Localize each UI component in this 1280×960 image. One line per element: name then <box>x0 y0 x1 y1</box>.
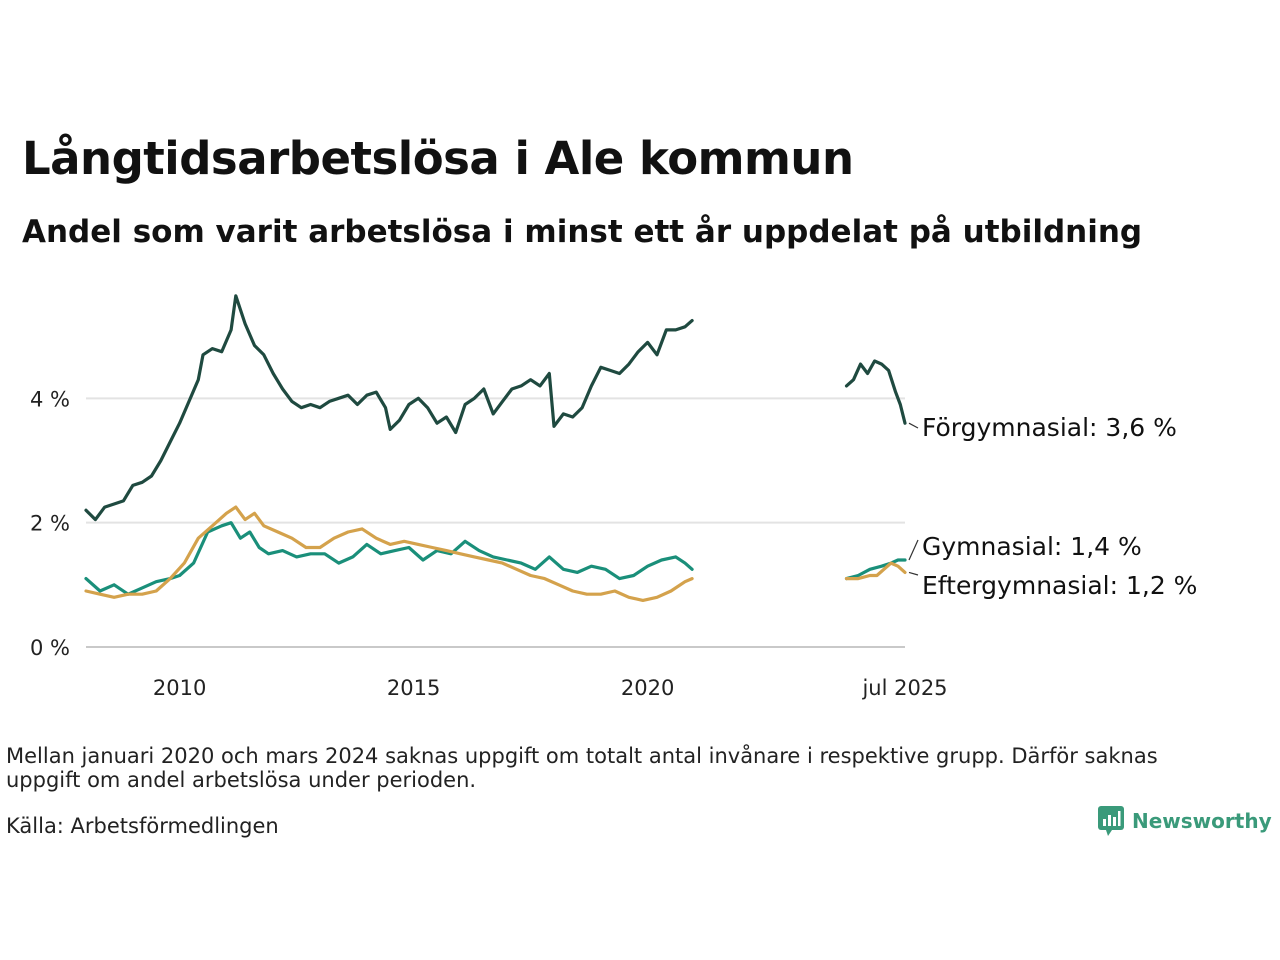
label-leader <box>908 539 919 561</box>
series-line-förgymnasial <box>844 359 907 425</box>
y-tick-label: 2 % <box>30 512 70 536</box>
y-tick-label: 4 % <box>30 387 70 411</box>
x-axis: 2010 2015 2020 jul 2025 <box>153 676 948 700</box>
x-tick-label: 2010 <box>153 676 206 700</box>
label-leader <box>908 571 919 576</box>
series-lines <box>84 294 907 602</box>
series-end-label: Eftergymnasial: 1,2 % <box>922 571 1197 600</box>
grid-lines <box>86 397 905 648</box>
label-leader <box>908 422 919 429</box>
x-tick-label: jul 2025 <box>861 676 947 700</box>
chart-title: Långtidsarbetslösa i Ale kommun <box>22 132 854 185</box>
line-chart: 0 % 2 % 4 % 2010 2015 2020 jul 2025 Förgymnas… <box>30 294 1197 700</box>
series-line-gymnasial <box>84 521 694 596</box>
series-end-label: Gymnasial: 1,4 % <box>922 532 1142 561</box>
newsworthy-logo-icon <box>1098 806 1124 836</box>
series-end-label: Förgymnasial: 3,6 % <box>922 413 1177 442</box>
chart-subtitle: Andel som varit arbetslösa i minst ett å… <box>22 214 1143 250</box>
chart-source: Källa: Arbetsförmedlingen <box>6 814 279 838</box>
series-line-gymnasial <box>844 558 907 581</box>
y-axis: 0 % 2 % 4 % <box>30 387 70 660</box>
series-line-eftergymnasial <box>844 561 907 581</box>
newsworthy-logo[interactable]: Newsworthy <box>1098 806 1272 836</box>
x-tick-label: 2015 <box>387 676 440 700</box>
newsworthy-logo-text: Newsworthy <box>1132 809 1272 833</box>
x-tick-label: 2020 <box>621 676 674 700</box>
y-tick-label: 0 % <box>30 636 70 660</box>
series-line-eftergymnasial <box>84 505 694 602</box>
series-line-förgymnasial <box>84 294 694 522</box>
series-end-labels: Förgymnasial: 3,6 % Gymnasial: 1,4 % Efter… <box>908 413 1197 600</box>
chart-note: Mellan januari 2020 och mars 2024 saknas… <box>6 744 1158 792</box>
